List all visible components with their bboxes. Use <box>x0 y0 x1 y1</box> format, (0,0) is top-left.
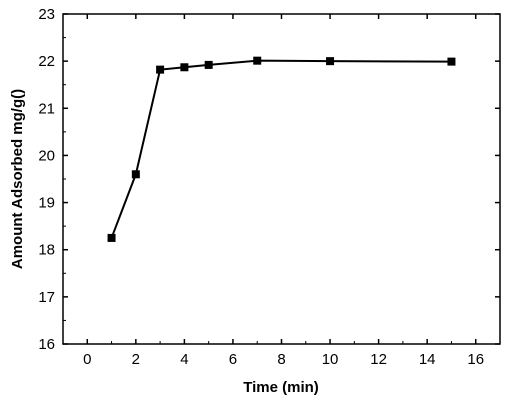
y-tick-label: 23 <box>38 6 55 23</box>
x-tick-label: 6 <box>229 351 237 368</box>
y-tick-label: 16 <box>38 336 55 353</box>
x-tick-label: 8 <box>277 351 285 368</box>
tick-labels: 0 2 4 6 8 10 12 14 16 16 17 18 19 20 21 22 23 <box>38 6 484 368</box>
y-axis-title: Amount Adsorbed mg/g() <box>9 89 26 269</box>
y-tick-label: 17 <box>38 289 55 306</box>
data-point <box>204 60 213 69</box>
y-tick-label: 22 <box>38 53 55 70</box>
plot-frame <box>62 13 501 345</box>
x-tick-label: 12 <box>370 351 387 368</box>
x-tick-label: 0 <box>83 351 91 368</box>
x-tick-label: 16 <box>467 351 484 368</box>
data-point <box>253 56 262 65</box>
data-point <box>156 65 165 74</box>
data-point <box>180 63 189 72</box>
y-tick-label: 20 <box>38 147 55 164</box>
y-tick-label: 18 <box>38 242 55 259</box>
x-tick-label: 10 <box>322 351 339 368</box>
x-tick-label: 4 <box>180 351 188 368</box>
y-tick-label: 19 <box>38 195 55 212</box>
data-point <box>326 57 335 66</box>
series-line <box>110 59 452 239</box>
y-tick-label: 21 <box>38 100 55 117</box>
data-point <box>447 57 456 66</box>
data-point <box>131 170 140 179</box>
series-markers <box>107 56 456 242</box>
x-axis-title: Time (min) <box>243 379 319 396</box>
x-tick-label: 2 <box>132 351 140 368</box>
axis-ticks <box>63 13 500 345</box>
x-tick-label: 14 <box>419 351 436 368</box>
data-point <box>107 233 116 242</box>
